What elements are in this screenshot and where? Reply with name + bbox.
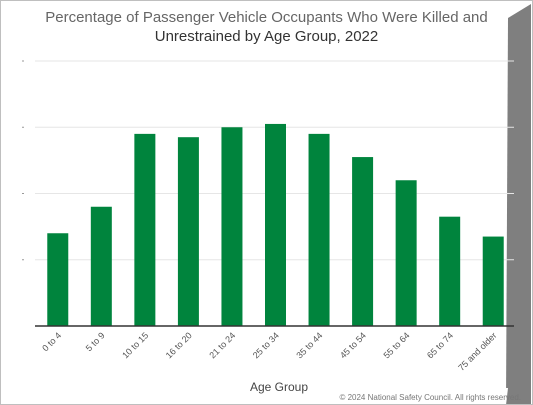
bar-21-to-24 [221, 127, 243, 326]
x-tick-label: 16 to 20 [164, 330, 194, 360]
chart-title-line2: Unrestrained by Age Group, 2022 [154, 28, 379, 45]
chart-title-line1: Percentage of Passenger Vehicle Occupant… [45, 9, 488, 26]
bar-65-to-74 [439, 216, 461, 326]
bar-35-to-44 [308, 133, 330, 326]
x-tick-label: 0 to 4 [40, 330, 63, 353]
bar-0-to-4 [47, 233, 69, 326]
x-tick-label: 21 to 24 [207, 330, 237, 360]
x-tick-label: 5 to 9 [84, 330, 107, 353]
bar-5-to-9 [90, 206, 112, 326]
x-tick-label: 65 to 74 [425, 330, 455, 360]
frame-shadow [506, 4, 531, 405]
bar-45-to-54 [352, 157, 374, 326]
x-tick-labels: 0 to 4 5 to 9 10 to 15 16 to 20 21 to 24 25 t… [40, 330, 498, 372]
copyright-notice: © 2024 National Safety Council. All righ… [339, 393, 521, 402]
x-tick-label: 55 to 64 [381, 330, 411, 360]
bar-10-to-15 [134, 133, 156, 326]
bars [47, 123, 504, 326]
frame-shadow-bottom [0, 388, 508, 405]
x-tick-label: 10 to 15 [120, 330, 150, 360]
x-tick-label: 45 to 54 [338, 330, 368, 360]
bar-55-to-64 [395, 180, 417, 326]
x-tick-label: 35 to 44 [294, 330, 324, 360]
bar-16-to-20 [177, 137, 199, 326]
bar-25-to-34 [265, 123, 286, 326]
x-axis-label: Age Group [250, 380, 308, 394]
bar-75-and-older [482, 236, 504, 326]
x-tick-label: 75 and older [456, 330, 498, 372]
x-tick-label: 25 to 34 [251, 330, 281, 360]
